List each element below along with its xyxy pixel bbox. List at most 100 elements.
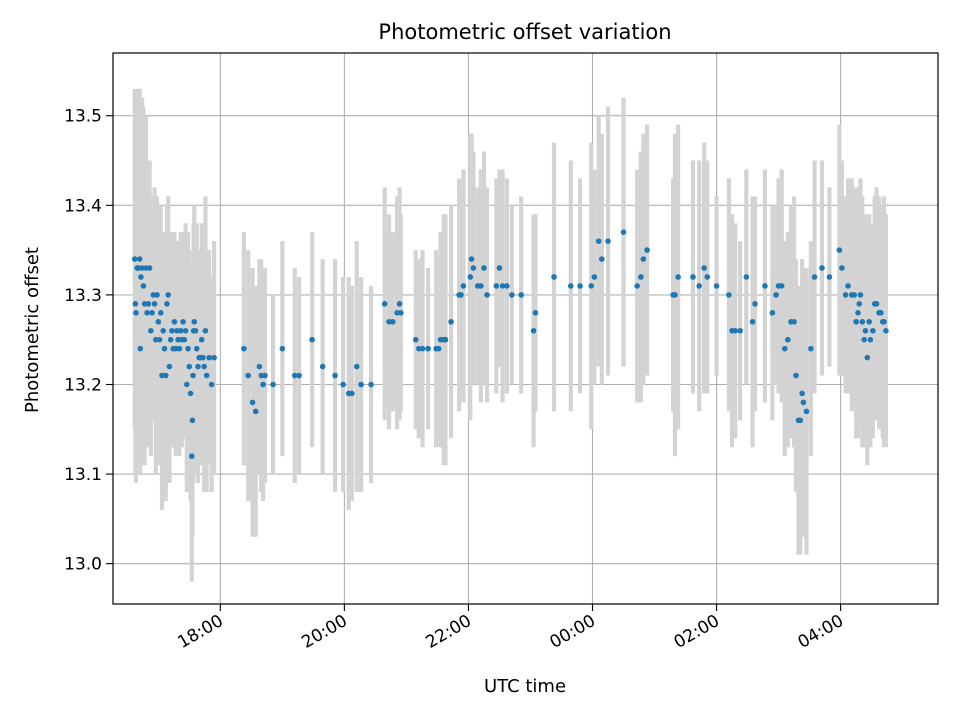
data-point	[208, 381, 215, 388]
data-point	[800, 399, 807, 406]
data-point	[154, 292, 160, 298]
data-point	[167, 336, 174, 343]
data-point	[518, 292, 524, 298]
data-point	[349, 390, 355, 397]
data-point	[732, 327, 738, 334]
y-axis-label: Photometric offset	[22, 247, 43, 413]
data-point	[620, 229, 627, 235]
data-point	[181, 336, 188, 343]
x-axis-label: UTC time	[484, 676, 566, 697]
data-point	[672, 292, 678, 298]
data-point	[396, 301, 403, 307]
y-tick-label: 13.1	[64, 465, 102, 485]
data-point	[241, 345, 247, 352]
data-point	[249, 399, 256, 406]
data-point	[873, 301, 880, 307]
data-point	[332, 372, 338, 379]
data-point	[881, 318, 887, 325]
data-point	[644, 247, 650, 253]
data-point	[340, 381, 346, 388]
y-tick-label: 13.5	[64, 107, 102, 127]
data-point	[478, 283, 484, 289]
data-point	[845, 283, 851, 289]
data-point	[140, 283, 147, 289]
data-point	[190, 372, 196, 379]
data-point	[155, 318, 162, 325]
data-point	[448, 318, 454, 325]
data-point	[781, 345, 788, 352]
data-point	[180, 318, 186, 325]
data-point	[532, 310, 539, 316]
data-point	[136, 256, 143, 262]
y-tick-label: 13.0	[64, 555, 102, 575]
data-point	[605, 238, 611, 244]
data-point	[319, 363, 326, 370]
data-point	[567, 283, 574, 289]
data-point	[861, 336, 867, 343]
data-point	[160, 327, 167, 334]
data-point	[839, 265, 845, 271]
data-point	[484, 292, 490, 298]
data-point	[358, 381, 364, 388]
data-point	[458, 292, 464, 298]
data-point	[398, 310, 404, 316]
data-point	[634, 283, 640, 289]
y-tick-label: 13.2	[64, 375, 102, 395]
data-point	[201, 363, 207, 370]
data-point	[202, 327, 209, 334]
data-point	[496, 265, 503, 271]
data-point	[381, 301, 388, 307]
data-point	[182, 327, 189, 334]
data-point	[162, 372, 169, 379]
data-point	[166, 363, 173, 370]
data-point	[778, 283, 785, 289]
data-point	[291, 372, 298, 379]
data-point	[808, 345, 814, 352]
data-point	[855, 310, 861, 316]
data-point	[785, 336, 791, 343]
data-point	[171, 318, 178, 325]
data-point	[598, 256, 605, 262]
data-point	[157, 310, 164, 316]
data-point	[769, 310, 776, 316]
data-point	[468, 256, 475, 262]
data-point	[551, 274, 557, 280]
data-point	[198, 336, 205, 343]
data-point	[696, 283, 702, 289]
data-point	[138, 274, 144, 280]
data-point	[690, 274, 696, 280]
data-point	[191, 318, 198, 325]
data-point	[467, 274, 474, 280]
data-point	[176, 345, 183, 352]
data-point	[151, 301, 158, 307]
data-point	[156, 336, 163, 343]
data-point	[799, 390, 805, 397]
data-point	[262, 372, 268, 379]
data-point	[530, 327, 537, 334]
data-point	[279, 345, 286, 352]
data-point	[131, 256, 138, 262]
data-point	[195, 363, 201, 370]
data-point	[165, 292, 172, 298]
plot-frame	[112, 52, 939, 605]
data-point	[853, 318, 859, 325]
data-point	[577, 283, 583, 289]
data-point	[870, 327, 876, 334]
chart-title: Photometric offset variation	[378, 20, 671, 44]
data-point	[493, 283, 500, 289]
data-point	[842, 292, 849, 298]
data-point	[137, 345, 144, 352]
y-tick-label: 13.3	[64, 286, 102, 306]
data-point	[419, 345, 426, 352]
data-point	[773, 292, 779, 298]
data-point	[200, 354, 206, 361]
data-point	[189, 417, 196, 424]
data-point	[192, 327, 199, 334]
data-point	[211, 354, 217, 361]
data-point	[185, 345, 191, 352]
data-point	[752, 301, 758, 307]
data-point	[701, 265, 707, 271]
data-point	[851, 292, 858, 298]
data-point	[819, 265, 825, 271]
